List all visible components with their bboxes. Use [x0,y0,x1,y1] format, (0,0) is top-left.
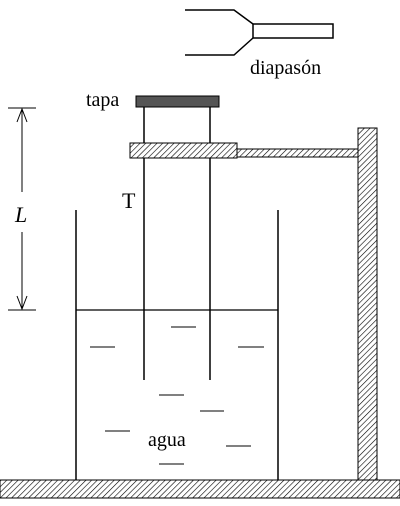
support-stand [357,127,378,482]
base [0,479,400,499]
length-arrow-up [16,107,28,123]
length-arrow-down [16,295,28,311]
tuning-fork-handle [252,23,334,39]
clamp [129,142,238,159]
length-label: L [14,202,27,227]
lid-label: tapa [86,89,119,111]
tuning-fork-prongs [185,9,254,56]
tuning-fork [185,9,334,56]
tube-label: T [122,188,136,213]
length-dimension [8,107,36,311]
water-marks [90,326,264,465]
tuning-fork-label: diapasón [250,57,321,79]
water-label: agua [148,429,186,451]
lid [135,95,220,108]
support-arm [236,148,359,158]
